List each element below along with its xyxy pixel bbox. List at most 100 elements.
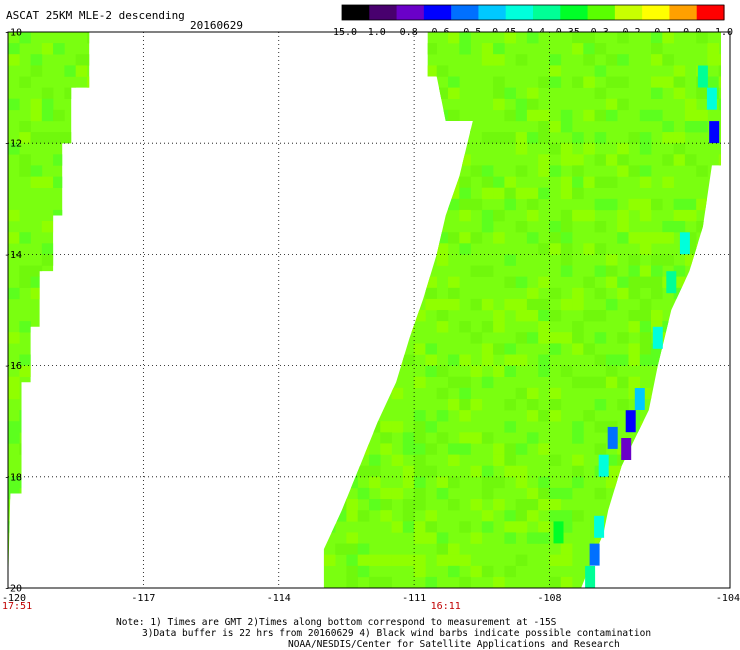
swath-cell bbox=[526, 510, 539, 522]
swath-cell bbox=[684, 198, 697, 211]
swath-cell bbox=[64, 410, 76, 422]
swath-cell bbox=[425, 209, 437, 222]
swath-cell bbox=[707, 265, 719, 277]
swath-cell bbox=[526, 32, 539, 44]
swath-cell bbox=[560, 487, 573, 500]
swath-cell bbox=[459, 321, 471, 333]
swath-cell bbox=[75, 387, 88, 400]
swath-cell bbox=[323, 121, 336, 133]
swath-cell bbox=[346, 265, 358, 277]
swath-cell bbox=[617, 287, 629, 300]
swath-cell bbox=[526, 410, 539, 422]
swath-cell bbox=[718, 354, 721, 366]
swath-cell bbox=[346, 588, 358, 599]
swath-cell bbox=[53, 510, 65, 522]
swath-cell bbox=[696, 487, 708, 500]
swath-cell bbox=[684, 576, 697, 588]
swath-cell bbox=[560, 510, 573, 522]
swath-cell bbox=[651, 310, 663, 322]
swath-cell bbox=[628, 376, 641, 389]
swath-cell bbox=[414, 432, 426, 444]
swath-cell bbox=[436, 476, 449, 489]
swath-cell bbox=[470, 232, 483, 244]
swath-cell bbox=[436, 387, 449, 400]
swath-cell bbox=[481, 432, 494, 444]
swath-cell bbox=[526, 109, 539, 122]
swath-cell bbox=[64, 387, 76, 400]
swath-cell bbox=[357, 232, 370, 244]
swath-cell bbox=[696, 198, 708, 211]
swath-cell bbox=[369, 343, 381, 355]
swath-cell bbox=[639, 132, 652, 144]
swath-cell bbox=[594, 198, 607, 211]
swath-cell bbox=[673, 87, 686, 99]
swath-cell bbox=[470, 565, 483, 578]
swath-cell bbox=[594, 376, 607, 389]
swath-cell bbox=[75, 321, 88, 333]
swath-cell bbox=[391, 421, 404, 433]
swath-cell bbox=[30, 276, 43, 288]
swath-cell bbox=[425, 276, 437, 288]
swath-cell bbox=[323, 76, 336, 88]
swath-cell bbox=[696, 354, 708, 366]
swath-cell bbox=[436, 487, 449, 500]
swath-cell bbox=[538, 499, 550, 511]
swath-cell bbox=[323, 265, 336, 277]
swath-cell bbox=[436, 554, 449, 566]
swath-cell bbox=[639, 387, 652, 400]
swath-cell bbox=[459, 576, 471, 588]
swath-cell bbox=[526, 187, 539, 200]
swath-cell bbox=[75, 254, 88, 266]
swath-cell bbox=[369, 187, 381, 200]
swath-cell bbox=[402, 554, 415, 566]
swath-cell bbox=[504, 32, 516, 44]
swath-cell bbox=[538, 476, 550, 489]
swath-cell bbox=[696, 121, 708, 133]
swath-cell bbox=[346, 54, 358, 66]
swath-cell bbox=[425, 421, 437, 433]
swath-cell bbox=[436, 410, 449, 422]
swath-cell bbox=[335, 165, 347, 177]
swath-cell bbox=[594, 310, 607, 322]
swath-cell bbox=[639, 243, 652, 255]
swath-cell bbox=[41, 132, 54, 144]
swath-cell bbox=[684, 565, 697, 578]
swath-cell bbox=[470, 165, 483, 177]
swath-cell bbox=[87, 254, 90, 266]
swath-cell bbox=[53, 399, 65, 411]
swath-cell bbox=[538, 332, 550, 344]
swath-cell bbox=[639, 109, 652, 122]
swath-cell bbox=[448, 298, 460, 311]
swath-cell bbox=[673, 198, 686, 211]
swath-cell bbox=[504, 532, 516, 544]
swath-cell bbox=[617, 209, 629, 222]
swath-cell bbox=[64, 65, 76, 77]
swath-cell bbox=[583, 109, 595, 122]
swath-cell bbox=[346, 198, 358, 211]
swath-cell bbox=[515, 165, 528, 177]
swath-cell bbox=[493, 176, 505, 188]
swath-cell bbox=[639, 209, 652, 222]
swath-cell bbox=[696, 165, 708, 177]
swath-cell bbox=[414, 243, 426, 255]
swath-cell bbox=[481, 321, 494, 333]
swath-cell bbox=[470, 332, 483, 344]
swath-cell bbox=[30, 132, 43, 144]
swath-cell bbox=[594, 87, 607, 99]
swath-cell bbox=[380, 310, 392, 322]
swath-cell bbox=[425, 187, 437, 200]
swath-cell bbox=[684, 154, 697, 166]
swath-cell bbox=[8, 387, 20, 400]
swath-cell bbox=[662, 576, 674, 588]
swath-cell bbox=[380, 287, 392, 300]
swath-cell bbox=[369, 209, 381, 222]
swath-cell bbox=[459, 121, 471, 133]
swath-cell bbox=[696, 109, 708, 122]
swath-cell bbox=[391, 321, 404, 333]
anomaly-cell bbox=[652, 326, 663, 349]
swath-cell bbox=[651, 287, 663, 300]
swath-cell bbox=[335, 154, 347, 166]
swath-cell bbox=[493, 43, 505, 55]
swath-cell bbox=[391, 521, 404, 533]
swath-cell bbox=[696, 87, 708, 99]
